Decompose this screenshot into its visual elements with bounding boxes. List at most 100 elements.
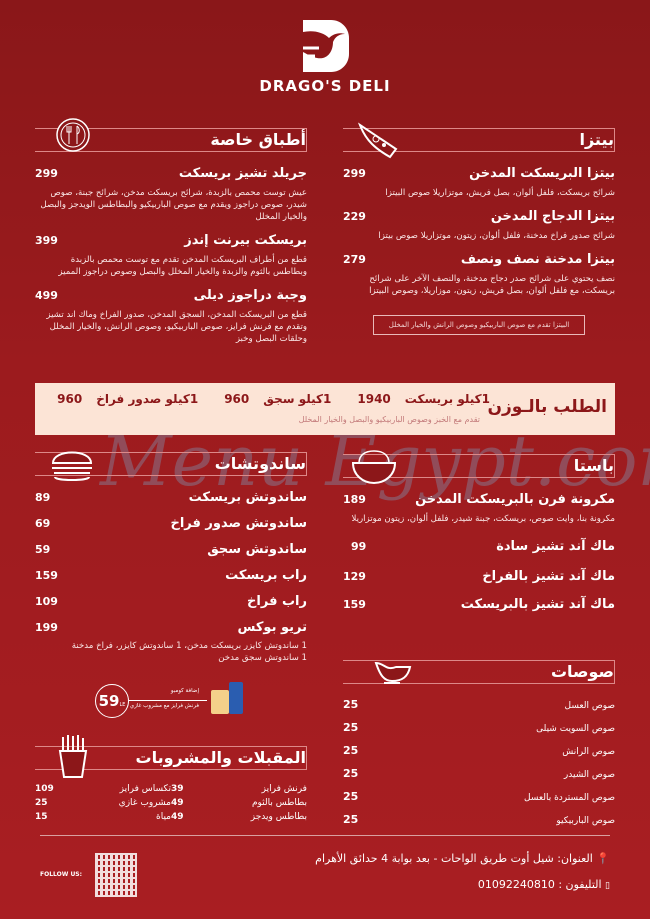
weight-item-name: 1كيلو بريسكت <box>404 392 490 406</box>
menu-item: صوص السويت شيلى 25 <box>343 721 615 744</box>
item-price: 199 <box>35 621 58 634</box>
special-header: أطباق خاصة <box>35 118 307 152</box>
combo-promo: 59LE إضافة كومبو فرنش فرايز مع مشروب غاز… <box>95 682 245 720</box>
item-name: بيتزا الدجاج المدخن <box>490 209 615 224</box>
item-price: 109 <box>35 595 58 608</box>
item-name: صوص الباربيكيو <box>556 816 615 826</box>
pasta-bowl-icon <box>351 450 397 485</box>
item-name: صوص السويت شيلى <box>536 724 615 734</box>
item-price: 299 <box>35 167 58 180</box>
footer-divider <box>40 835 610 836</box>
item-desc: شرائح صدور فراخ مدخنة، فلفل ألوان، زيتون… <box>378 231 615 241</box>
fork-knife-icon <box>56 118 90 152</box>
pizza-icon <box>357 122 398 159</box>
menu-item: بيتزا مدخنة نصف ونصف 279 نصف يحتوي على شرا… <box>343 252 615 297</box>
item-desc: قطع من أطراف البريسكت المدخن تقدم مع توس… <box>58 255 307 277</box>
menu-item: ساندوتش صدور فراخ 69 <box>35 516 307 542</box>
combo-price: 59 <box>98 692 120 710</box>
item-name: تكساس فرايز <box>119 784 171 794</box>
item-desc: نصف يحتوي على شرائح صدر دجاج مدخنة، والن… <box>369 274 615 296</box>
item-name: فرنش فرايز <box>261 784 307 794</box>
section-title: أطباق خاصة <box>210 130 306 149</box>
item-price: 25 <box>343 813 359 826</box>
item-name: بريسكت بيرنت إندز <box>184 233 307 248</box>
item-name: وجبة دراجوز ديلى <box>193 288 307 303</box>
item-price: 69 <box>35 517 51 530</box>
item-name: صوص الشيدر <box>563 770 615 780</box>
menu-item: ساندوتش بريسكت 89 <box>35 490 307 516</box>
item-price: 25 <box>35 798 48 808</box>
item-price: 49 <box>171 812 184 822</box>
sandwiches-header: ساندوتشات <box>35 451 307 481</box>
combo-price-circle: 59LE <box>95 684 129 718</box>
sandwiches-section: ساندوتشات ساندوتش بريسكت 89 ساندوتش صدور … <box>35 451 308 664</box>
menu-item: صوص الشيدر 25 <box>343 767 615 790</box>
item-price: 25 <box>343 744 359 757</box>
item-price: 129 <box>343 570 366 583</box>
section-title: صوصات <box>550 662 614 681</box>
phone-text[interactable]: التليفون : 01092240810 <box>477 878 602 891</box>
by-weight-subtitle: تقدم مع الخبز وصوص الباربيكيو والبصل وال… <box>298 415 480 424</box>
item-price: 189 <box>343 493 366 506</box>
drink-can-image <box>229 682 243 714</box>
item-name: راب بريسكت <box>225 568 307 583</box>
pasta-section: باستا مكرونة فرن بالبريسكت المدخن 189 مكرو… <box>343 450 615 625</box>
appetizers-header: المقبلات والمشروبات <box>35 735 307 778</box>
logo: DRAGO'S DELI <box>0 18 650 95</box>
item-price: 159 <box>343 598 366 611</box>
by-weight-band: الطلب بالـوزن 1كيلو بريسكت 1940 1كيلو سجق… <box>35 383 615 435</box>
appetizers-grid: فرنش فرايز 39 تكساس فرايز 109 بطاطس بالثوم… <box>35 784 307 822</box>
menu-item: ماك آند تشيز سادة 99 <box>343 539 615 569</box>
weight-item-price: 960 <box>57 392 83 406</box>
fries-icon <box>58 735 88 778</box>
menu-item: ماك آند تشيز بالبريسكت 159 <box>343 597 615 625</box>
section-title: بيتزا <box>579 130 614 149</box>
section-title: باستا <box>573 456 614 475</box>
section-title: المقبلات والمشروبات <box>135 748 307 767</box>
brand-name: DRAGO'S DELI <box>259 77 391 95</box>
item-price: 109 <box>35 784 54 794</box>
pizza-section: بيتزا بيتزا البريسكت المدخن 299 شرائح بريس… <box>343 122 615 335</box>
item-name: مكرونة فرن بالبريسكت المدخن <box>415 492 615 507</box>
item-price: 49 <box>171 798 184 808</box>
item-price: 59 <box>35 543 51 556</box>
by-weight-items: 1كيلو بريسكت 1940 1كيلو سجق 960 1كيلو صدور… <box>57 392 490 406</box>
address-text: العنوان: شيل أوت طريق الواحات - بعد بواب… <box>315 852 593 865</box>
item-price: 15 <box>35 812 48 822</box>
qr-code[interactable] <box>95 853 137 897</box>
item-name: جريلد تشيز بريسكت <box>178 166 307 181</box>
item-name: تريو بوكس <box>237 620 308 635</box>
menu-item: صوص الرانش 25 <box>343 744 615 767</box>
item-name: ماك آند تشيز بالبريسكت <box>460 597 615 612</box>
menu-item: بريسكت بيرنت إندز 399 قطع من أطراف البريسك… <box>35 233 307 278</box>
item-price: 89 <box>35 491 51 504</box>
weight-item-name: 1كيلو صدور فراخ <box>96 392 199 406</box>
item-name: صوص العسل <box>564 701 615 711</box>
item-name: ساندوتش صدور فراخ <box>170 516 307 531</box>
combo-title: إضافة كومبو <box>170 688 199 694</box>
menu-item: راب بريسكت 159 <box>35 568 307 594</box>
menu-item: جريلد تشيز بريسكت 299 عيش توست محمص بالزبد… <box>35 166 307 223</box>
trio-desc: 1 ساندوتش كايزر بريسكت مدخن، 1 ساندوتش ك… <box>71 641 307 651</box>
item-price: 25 <box>343 790 359 803</box>
bull-logo-icon <box>303 20 349 72</box>
menu-item: وجبة دراجوز ديلى 499 قطع من البريسكت المدخ… <box>35 288 307 345</box>
item-name: مياة <box>156 812 171 822</box>
item-price: 399 <box>35 234 58 247</box>
item-price: 25 <box>343 767 359 780</box>
item-price: 299 <box>343 167 366 180</box>
item-name: ماك آند تشيز سادة <box>496 539 615 554</box>
appetizers-section: المقبلات والمشروبات فرنش فرايز 39 تكساس ف… <box>35 735 307 822</box>
item-price: 279 <box>343 253 366 266</box>
combo-desc: فرنش فرايز مع مشروب غازي <box>129 703 199 709</box>
item-name: ساندوتش بريسكت <box>188 490 307 505</box>
menu-item: صوص الباربيكيو 25 <box>343 813 615 836</box>
item-price: 499 <box>35 289 58 302</box>
menu-item: ماك آند تشيز بالفراخ 129 <box>343 569 615 597</box>
item-name: مشروب غازي <box>118 798 171 808</box>
phone-icon: ▯ <box>605 881 610 891</box>
item-name: بيتزا مدخنة نصف ونصف <box>460 252 615 267</box>
pasta-header: باستا <box>343 450 615 485</box>
address: 📍 العنوان: شيل أوت طريق الواحات - بعد بو… <box>315 852 610 865</box>
divider <box>129 700 207 701</box>
